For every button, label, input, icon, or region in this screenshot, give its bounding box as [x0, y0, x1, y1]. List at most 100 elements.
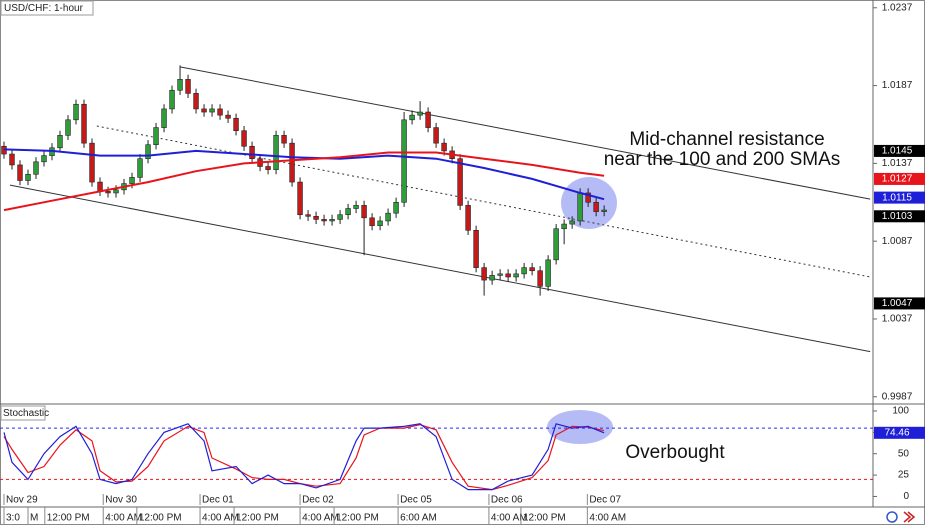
- y-tick-label: 25: [898, 470, 910, 481]
- time-label: 4:00 AM: [302, 513, 339, 524]
- candle-body: [17, 164, 23, 181]
- candle-body: [25, 173, 31, 181]
- candle-body: [337, 214, 343, 220]
- candle-body: [81, 103, 87, 144]
- candle-body: [593, 201, 599, 212]
- stochastic-d: [3, 424, 605, 491]
- candle-body: [473, 229, 479, 268]
- candle-body: [297, 181, 303, 216]
- candle-body: [41, 155, 47, 163]
- y-tick-label: 0.9987: [882, 391, 913, 402]
- candle-body: [97, 181, 103, 192]
- candle-body: [497, 273, 503, 276]
- candle-body: [377, 220, 383, 226]
- candle-body: [65, 119, 71, 136]
- candle-body: [313, 215, 319, 220]
- candle-body: [289, 142, 295, 183]
- chart-title: USD/CHF: 1-hour: [4, 3, 84, 14]
- panel-title: Stochastic: [3, 408, 49, 419]
- candle-body: [145, 144, 151, 160]
- price-marker-label: 1.0103: [882, 211, 913, 222]
- candle-body: [225, 114, 231, 119]
- icon[interactable]: [903, 511, 916, 523]
- candle-body: [409, 114, 415, 121]
- candle-body: [545, 259, 551, 287]
- trendline: [96, 125, 871, 278]
- y-tick-label: 1.0237: [882, 2, 913, 13]
- time-label: 4:00 AM: [202, 513, 239, 524]
- candle-body: [577, 192, 583, 222]
- candle-body: [217, 108, 223, 116]
- candle-body: [57, 135, 63, 149]
- time-label: 12:00 PM: [139, 513, 182, 524]
- date-label: Dec 07: [589, 495, 621, 506]
- price-marker: [874, 191, 925, 204]
- candle-body: [201, 108, 207, 113]
- candle-body: [513, 273, 519, 278]
- price-marker-label: 1.0127: [882, 174, 913, 185]
- stochastic-marker-label: 74.46: [884, 427, 909, 438]
- candle-body: [113, 189, 119, 194]
- candle-body: [457, 158, 463, 206]
- toolbar-icons[interactable]: [886, 511, 916, 523]
- y-tick-label: 0: [903, 491, 909, 502]
- candle-body: [425, 111, 431, 128]
- date-label: Nov 29: [6, 495, 38, 506]
- time-label: 12:00 PM: [523, 513, 566, 524]
- stochastic-k: [3, 423, 605, 491]
- candle-body: [129, 177, 135, 184]
- y-tick-label: 1.0087: [882, 236, 913, 247]
- candle-body: [505, 273, 511, 278]
- time-label: 12:00 PM: [47, 513, 90, 524]
- candle-body: [169, 89, 175, 110]
- time-label: 3:0: [6, 513, 20, 524]
- y-tick-label: 1.0187: [882, 80, 913, 91]
- date-label: Dec 01: [202, 495, 234, 506]
- date-label: Dec 02: [302, 495, 334, 506]
- candle-body: [529, 267, 535, 272]
- candle-body: [89, 142, 95, 183]
- candle-body: [177, 79, 183, 91]
- price-marker-label: 1.0047: [882, 298, 913, 309]
- time-label: 4:00 AM: [589, 513, 626, 524]
- time-label: 4:00 AM: [105, 513, 142, 524]
- candle-body: [401, 119, 407, 203]
- icon[interactable]: [886, 511, 898, 523]
- candle-body: [241, 130, 247, 147]
- sma-line: [3, 151, 605, 212]
- candle-body: [305, 214, 311, 217]
- candle-body: [345, 208, 351, 216]
- time-label: 12:00 PM: [336, 513, 379, 524]
- candle-body: [481, 267, 487, 281]
- y-tick-label: 50: [898, 448, 910, 459]
- y-tick-label: 1.0137: [882, 158, 913, 169]
- candle-body: [153, 127, 159, 146]
- candle-body: [561, 223, 567, 230]
- title-box: [0, 0, 94, 16]
- candle-body: [233, 117, 239, 132]
- candle-body: [193, 93, 199, 110]
- candle-body: [73, 103, 79, 121]
- trendline: [9, 184, 871, 353]
- candle-body: [465, 205, 471, 231]
- candle-body: [537, 270, 543, 287]
- stochastic-marker: [874, 426, 925, 439]
- title-box: [0, 405, 46, 421]
- price-marker-label: 1.0145: [882, 146, 913, 157]
- candle-body: [489, 275, 495, 281]
- candle-body: [601, 209, 607, 212]
- highlight-circle: [561, 177, 617, 229]
- date-label: Dec 06: [491, 495, 523, 506]
- price-marker-label: 1.0115: [882, 192, 912, 203]
- candle-body: [33, 161, 39, 175]
- date-label: Dec 05: [400, 495, 432, 506]
- candle-body: [281, 135, 287, 144]
- price-marker: [874, 144, 925, 157]
- candle-body: [385, 212, 391, 222]
- candle-body: [209, 108, 215, 113]
- candle-body: [353, 205, 359, 209]
- candle-body: [273, 135, 279, 170]
- time-label: 4:00 AM: [491, 513, 528, 524]
